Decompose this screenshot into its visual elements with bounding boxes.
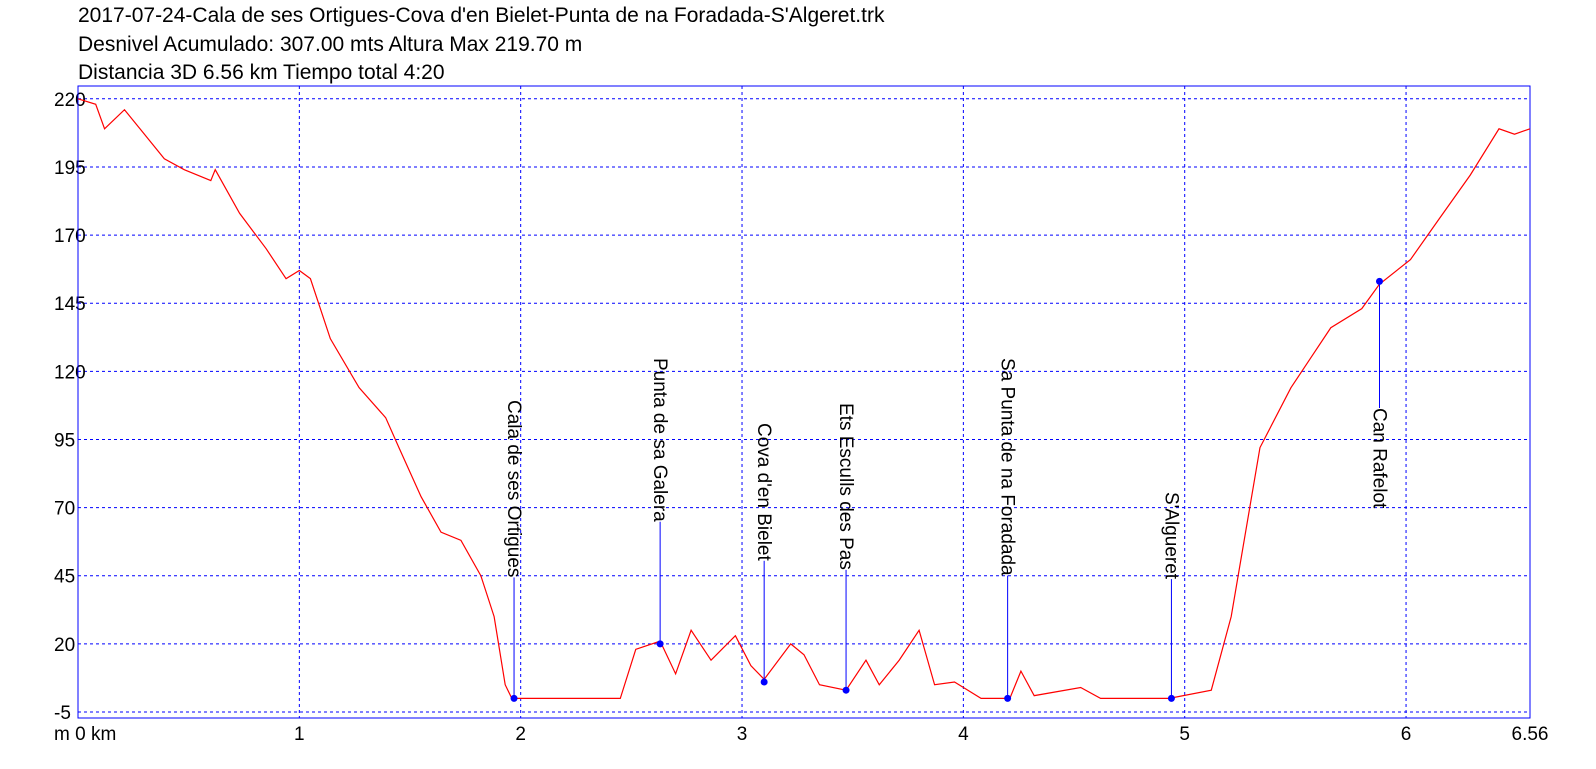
y-tick-label: 45 xyxy=(54,567,75,588)
x-tick-label: 6 xyxy=(1401,724,1412,745)
waypoint-label: Punta de sa Galera xyxy=(649,358,670,522)
x-tick-label: m 0 km xyxy=(54,724,116,745)
waypoint-label: Cova d'en Bielet xyxy=(753,423,774,561)
y-tick-label: 120 xyxy=(54,362,86,383)
waypoint-marker xyxy=(842,686,850,694)
x-tick-label: 2 xyxy=(515,724,526,745)
y-tick-label: 195 xyxy=(54,158,86,179)
y-tick-label: 95 xyxy=(54,430,75,451)
waypoint-marker xyxy=(656,640,664,648)
x-tick-label: 5 xyxy=(1179,724,1190,745)
chart-subtitle: Distancia 3D 6.56 km Tiempo total 4:20 xyxy=(78,61,445,84)
waypoint-label: Can Rafelot xyxy=(1368,408,1389,509)
chart-subtitle: Desnivel Acumulado: 307.00 mts Altura Ma… xyxy=(78,33,582,56)
x-tick-label: 1 xyxy=(294,724,305,745)
waypoint-marker xyxy=(1004,694,1012,702)
y-tick-label: 170 xyxy=(54,226,86,247)
plot-frame xyxy=(77,85,1531,719)
elevation-line xyxy=(77,98,1531,699)
waypoint-label: Cala de ses Ortigues xyxy=(503,400,524,577)
y-tick-label: -5 xyxy=(54,703,71,724)
waypoint-marker xyxy=(1167,694,1175,702)
waypoint-marker xyxy=(510,694,518,702)
y-tick-label: 145 xyxy=(54,294,86,315)
waypoint-label: Sa Punta de na Foradada xyxy=(997,358,1018,576)
x-tick-label: 3 xyxy=(737,724,748,745)
waypoint-marker xyxy=(760,678,768,686)
x-tick-label: 6.56 xyxy=(1512,724,1549,745)
y-tick-label: 70 xyxy=(54,499,75,520)
waypoint-label: Ets Esculls des Pas xyxy=(835,403,856,570)
chart-title: 2017-07-24-Cala de ses Ortigues-Cova d'e… xyxy=(78,4,885,27)
y-tick-label: 20 xyxy=(54,635,75,656)
x-tick-label: 4 xyxy=(958,724,969,745)
waypoint-marker xyxy=(1375,277,1383,285)
waypoint-label: S'Algueret xyxy=(1160,492,1181,580)
